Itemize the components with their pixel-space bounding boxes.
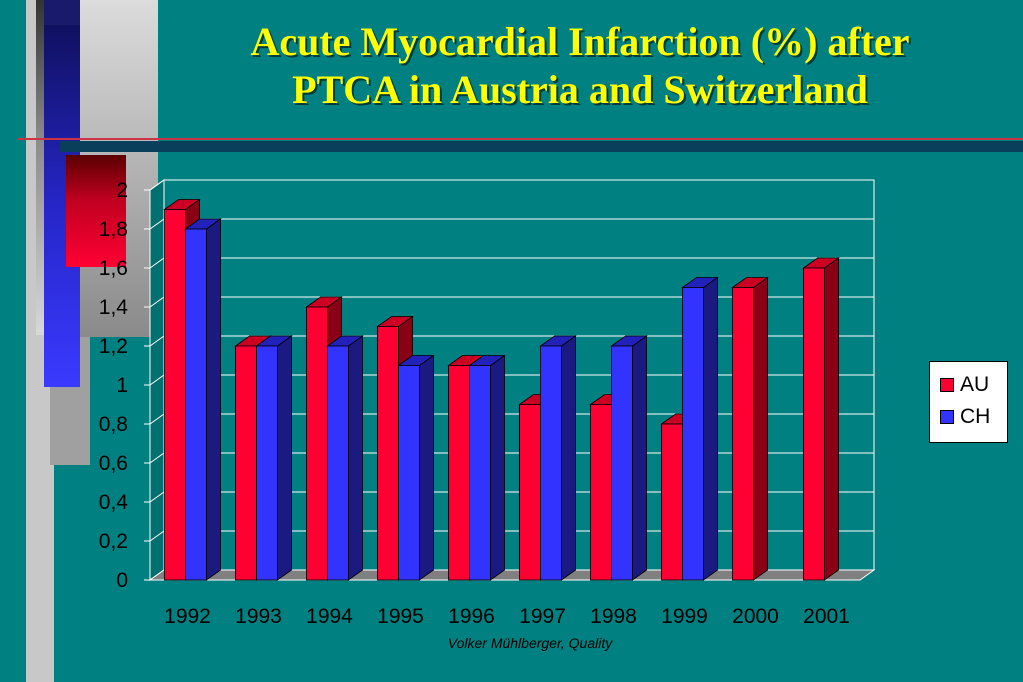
bar-ch-1998 bbox=[610, 335, 648, 581]
y-tick-label: 0,8 bbox=[99, 413, 128, 436]
bar-front-face bbox=[398, 365, 420, 581]
y-tick-label: 1,4 bbox=[99, 296, 129, 319]
legend-label-ch: CH bbox=[960, 405, 991, 428]
bar-front-face bbox=[448, 365, 470, 581]
x-tick-label: 1996 bbox=[448, 605, 495, 628]
slide-title: Acute Myocardial Infarction (%) after PT… bbox=[150, 18, 1010, 114]
bar-front-face bbox=[540, 345, 562, 581]
bar-side-face bbox=[824, 257, 839, 581]
legend-swatch-au bbox=[940, 378, 954, 392]
bar-side-face bbox=[632, 335, 647, 581]
chart-legend: AU CH bbox=[929, 361, 1008, 443]
bar-side-face bbox=[561, 335, 576, 581]
gridline bbox=[149, 218, 874, 230]
bar-front-face bbox=[306, 306, 328, 581]
bar-side-face bbox=[753, 276, 768, 581]
x-tick-label: 1992 bbox=[164, 605, 211, 628]
bar-front-face bbox=[611, 345, 633, 581]
y-tick-label: 0 bbox=[116, 569, 128, 592]
bar-front-face bbox=[256, 345, 278, 581]
x-tick-label: 1998 bbox=[590, 605, 637, 628]
slide-title-line-1: Acute Myocardial Infarction (%) after bbox=[250, 19, 910, 64]
decor-bar-navy-top bbox=[44, 0, 80, 25]
title-divider-dark bbox=[60, 141, 1023, 152]
legend-item-ch: CH bbox=[940, 405, 991, 428]
x-tick-label: 1994 bbox=[306, 605, 353, 628]
bar-side-face bbox=[419, 354, 434, 581]
y-tick-label: 1,6 bbox=[99, 257, 128, 280]
bar-ch-1996 bbox=[468, 354, 506, 581]
bar-front-face bbox=[803, 267, 825, 581]
bar-side-face bbox=[277, 335, 292, 581]
bar-side-face bbox=[348, 335, 363, 581]
x-tick-label: 1993 bbox=[235, 605, 282, 628]
bar-front-face bbox=[682, 287, 704, 581]
bar-front-face bbox=[327, 345, 349, 581]
title-divider-red bbox=[18, 138, 1023, 140]
legend-item-au: AU bbox=[940, 373, 990, 396]
bar-front-face bbox=[661, 423, 683, 581]
bar-front-face bbox=[164, 209, 186, 581]
bar-ch-1999 bbox=[681, 276, 719, 581]
y-axis-tick-labels: 0 0,2 0,4 0,6 0,8 1 1,2 1,4 1,6 1,8 2 bbox=[99, 179, 150, 592]
gridline bbox=[149, 296, 874, 308]
y-tick-label: 0,6 bbox=[99, 452, 128, 475]
gridline bbox=[149, 257, 874, 269]
x-tick-label: 1999 bbox=[661, 605, 708, 628]
bar-front-face bbox=[590, 404, 612, 581]
x-tick-label: 1995 bbox=[377, 605, 424, 628]
x-axis-tick-labels: 1992 1993 1994 1995 1996 1997 1998 1999 2000 2001 bbox=[164, 605, 850, 628]
bar-au-2001 bbox=[802, 257, 840, 581]
bar-front-face bbox=[235, 345, 257, 581]
bar-ch-1993 bbox=[255, 335, 293, 581]
bar-front-face bbox=[519, 404, 541, 581]
bar-front-face bbox=[377, 326, 399, 581]
bar-au-2000 bbox=[731, 276, 769, 581]
bar-side-face bbox=[490, 354, 505, 581]
chart-bars bbox=[163, 198, 840, 581]
legend-label-au: AU bbox=[960, 373, 990, 396]
x-tick-label: 2001 bbox=[803, 605, 850, 628]
y-tick-label: 0,2 bbox=[99, 530, 128, 553]
bar-ch-1995 bbox=[397, 354, 435, 581]
x-tick-label: 1997 bbox=[519, 605, 566, 628]
bar-ch-1992 bbox=[184, 218, 222, 581]
bar-ch-1997 bbox=[539, 335, 577, 581]
y-tick-label: 1 bbox=[116, 374, 128, 397]
decor-bar-red bbox=[66, 155, 126, 267]
bar-front-face bbox=[185, 228, 207, 581]
bar-front-face bbox=[469, 365, 491, 581]
y-tick-label: 2 bbox=[116, 179, 128, 202]
y-tick-label: 0,4 bbox=[99, 491, 129, 514]
y-tick-label: 1,8 bbox=[99, 218, 128, 241]
gridline bbox=[149, 179, 874, 191]
y-tick-label: 1,2 bbox=[99, 335, 128, 358]
bar-front-face bbox=[732, 287, 754, 581]
x-tick-label: 2000 bbox=[732, 605, 779, 628]
bar-side-face bbox=[206, 218, 221, 581]
slide-title-line-2: PTCA in Austria and Switzerland bbox=[292, 67, 868, 112]
bar-side-face bbox=[703, 276, 718, 581]
slide-footer: Volker Mühlberger, Quality bbox=[447, 635, 613, 651]
legend-swatch-ch bbox=[940, 410, 954, 424]
bar-ch-1994 bbox=[326, 335, 364, 581]
